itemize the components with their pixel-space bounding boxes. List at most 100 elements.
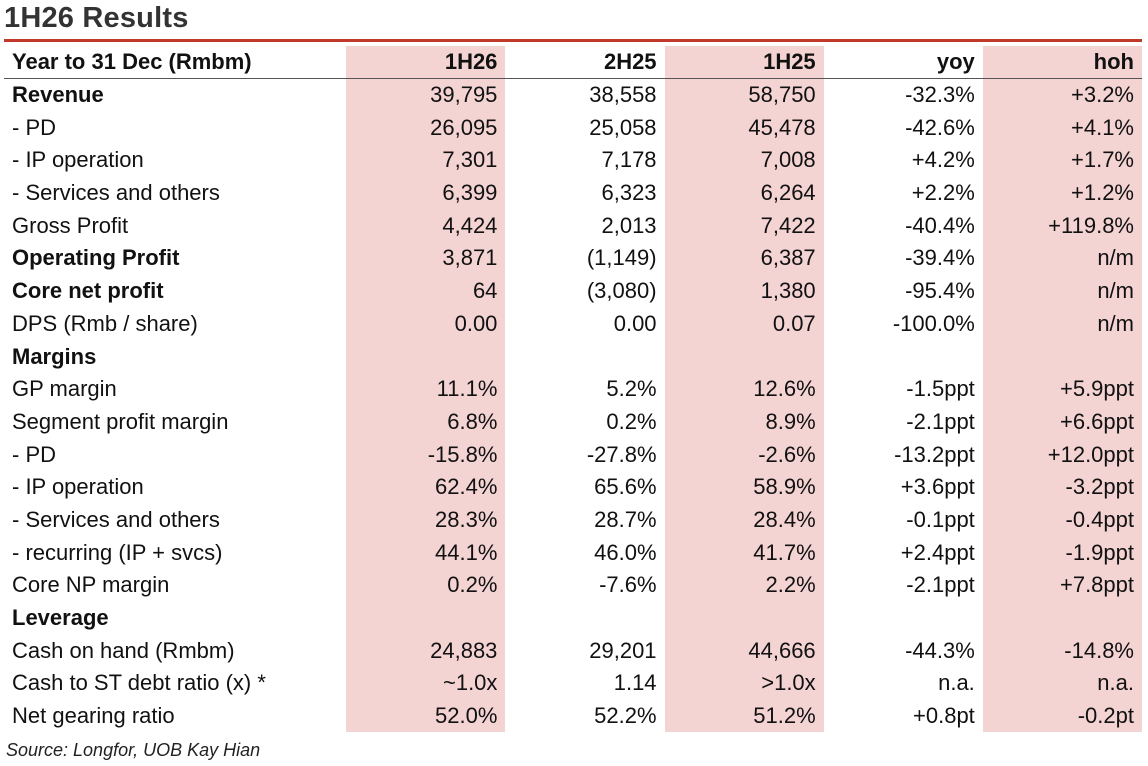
- cell-1h25: 6,264: [664, 176, 824, 210]
- column-header-label: Year to 31 Dec (Rmbm): [4, 46, 347, 80]
- cell-1h25: 7,422: [664, 209, 824, 243]
- table-row: - PD 26,095 25,058 45,478 -42.6% +4.1%: [4, 111, 1142, 145]
- cell-yoy: n.a.: [938, 670, 975, 696]
- cell-1h25: 2.2%: [664, 569, 824, 602]
- cell-hoh: [982, 340, 1142, 373]
- row-label: Leverage: [12, 605, 109, 631]
- table-row: - Services and others 28.3% 28.7% 28.4% -0.1…: [4, 503, 1142, 537]
- cell-2h25: 0.2%: [606, 408, 657, 434]
- cell-1h26: 28.3%: [346, 503, 506, 537]
- cell-1h26: 3,871: [346, 242, 506, 275]
- row-label: Margins: [12, 343, 97, 369]
- cell-2h25: 2,013: [601, 212, 657, 238]
- cell-2h25: 65.6%: [594, 474, 657, 500]
- cell-hoh: n/m: [982, 307, 1142, 341]
- row-label: - IP operation: [12, 474, 144, 500]
- title-divider: [4, 39, 1142, 42]
- table-row: Segment profit margin 6.8% 0.2% 8.9% -2.1ppt…: [4, 405, 1142, 439]
- cell-2h25: 1.14: [613, 670, 657, 696]
- cell-2h25: 5.2%: [606, 376, 657, 402]
- row-label: Core net profit: [12, 278, 164, 304]
- cell-2h25: 28.7%: [594, 506, 657, 532]
- cell-yoy: -2.1ppt: [906, 408, 975, 434]
- table-row: - PD -15.8% -27.8% -2.6% -13.2ppt +12.0ppt: [4, 438, 1142, 471]
- row-label: - recurring (IP + svcs): [12, 539, 223, 565]
- cell-hoh: -14.8%: [982, 634, 1142, 668]
- cell-1h26: 62.4%: [346, 470, 506, 504]
- table-row: - IP operation 7,301 7,178 7,008 +4.2% +1.7%: [4, 144, 1142, 177]
- table-row: - Services and others 6,399 6,323 6,264 +2.2…: [4, 176, 1142, 210]
- row-label: Segment profit margin: [12, 408, 229, 434]
- cell-1h26: 0.00: [346, 307, 506, 341]
- row-label: Gross Profit: [12, 212, 129, 238]
- table-row: Cash to ST debt ratio (x) * ~1.0x 1.14 >1.0…: [4, 667, 1142, 700]
- row-label: - PD: [12, 114, 56, 140]
- column-header-1h26: 1H26: [346, 46, 506, 80]
- table-row: GP margin 11.1% 5.2% 12.6% -1.5ppt +5.9ppt: [4, 372, 1142, 406]
- cell-yoy: -44.3%: [905, 637, 975, 663]
- row-label: Cash to ST debt ratio (x) *: [12, 670, 266, 696]
- cell-2h25: -27.8%: [586, 441, 657, 467]
- cell-hoh: -1.9ppt: [982, 536, 1142, 569]
- table-row: Operating Profit 3,871 (1,149) 6,387 -39.4% n…: [4, 242, 1142, 275]
- cell-2h25: 52.2%: [594, 703, 657, 729]
- cell-hoh: +119.8%: [982, 209, 1142, 243]
- cell-1h26: 0.2%: [346, 569, 506, 602]
- cell-2h25: 29,201: [589, 637, 657, 663]
- cell-2h25: 46.0%: [594, 539, 657, 565]
- cell-2h25: 6,323: [601, 180, 657, 206]
- cell-yoy: -100.0%: [892, 310, 975, 336]
- cell-1h26: 39,795: [346, 78, 506, 112]
- table-row: Cash on hand (Rmbm) 24,883 29,201 44,666 -44…: [4, 634, 1142, 668]
- source-note: Source: Longfor, UOB Kay Hian: [6, 740, 261, 760]
- table-row: - recurring (IP + svcs) 44.1% 46.0% 41.7% +2…: [4, 536, 1142, 569]
- cell-hoh: n/m: [982, 274, 1142, 308]
- row-label: Operating Profit: [12, 245, 180, 271]
- cell-yoy: -13.2ppt: [894, 441, 975, 467]
- cell-1h25: 45,478: [664, 111, 824, 145]
- cell-yoy: -1.5ppt: [906, 376, 975, 402]
- cell-2h25: -7.6%: [599, 572, 657, 598]
- cell-1h25: 7,008: [664, 144, 824, 177]
- cell-2h25: 7,178: [601, 147, 657, 173]
- cell-1h26: 4,424: [346, 209, 506, 243]
- cell-yoy: -95.4%: [905, 278, 975, 304]
- header-row: Year to 31 Dec (Rmbm) 1H26 2H25 1H25 yoy…: [4, 46, 1142, 80]
- column-header-2h25: 2H25: [505, 46, 665, 80]
- cell-1h25: 8.9%: [664, 405, 824, 439]
- cell-yoy: -32.3%: [905, 82, 975, 108]
- cell-yoy: +0.8pt: [913, 703, 975, 729]
- cell-hoh: [982, 601, 1142, 635]
- cell-1h26: -15.8%: [346, 438, 506, 471]
- cell-1h26: 11.1%: [346, 372, 506, 406]
- cell-yoy: -42.6%: [905, 114, 975, 140]
- cell-yoy: +2.4ppt: [900, 539, 975, 565]
- cell-2h25: (3,080): [586, 278, 657, 304]
- cell-hoh: +4.1%: [982, 111, 1142, 145]
- table-row: Core net profit 64 (3,080) 1,380 -95.4% n/m: [4, 274, 1142, 308]
- table-row: DPS (Rmb / share) 0.00 0.00 0.07 -100.0% n/m: [4, 307, 1142, 341]
- cell-yoy: -2.1ppt: [906, 572, 975, 598]
- cell-2h25: 0.00: [613, 310, 657, 336]
- cell-2h25: 25,058: [589, 114, 657, 140]
- cell-hoh: +7.8ppt: [982, 569, 1142, 602]
- cell-1h25: 58,750: [664, 78, 824, 112]
- cell-1h26: 7,301: [346, 144, 506, 177]
- results-table: Year to 31 Dec (Rmbm) 1H26 2H25 1H25 yoy…: [4, 46, 1142, 733]
- page-title: 1H26 Results: [4, 2, 189, 34]
- cell-yoy: +4.2%: [911, 147, 975, 173]
- table-row: Core NP margin 0.2% -7.6% 2.2% -2.1ppt +7.8pp…: [4, 569, 1142, 602]
- cell-hoh: +12.0ppt: [982, 438, 1142, 471]
- cell-1h25: [664, 340, 824, 373]
- table-row: - IP operation 62.4% 65.6% 58.9% +3.6ppt -3.2…: [4, 470, 1142, 504]
- cell-hoh: +5.9ppt: [982, 372, 1142, 406]
- row-label: Net gearing ratio: [12, 703, 175, 729]
- cell-yoy: +3.6ppt: [900, 474, 975, 500]
- row-label: - PD: [12, 441, 56, 467]
- row-label: DPS (Rmb / share): [12, 310, 198, 336]
- cell-1h26: [346, 340, 506, 373]
- cell-yoy: -40.4%: [905, 212, 975, 238]
- cell-hoh: n.a.: [982, 667, 1142, 700]
- cell-1h25: 58.9%: [664, 470, 824, 504]
- table-row: Gross Profit 4,424 2,013 7,422 -40.4% +119.8%: [4, 209, 1142, 243]
